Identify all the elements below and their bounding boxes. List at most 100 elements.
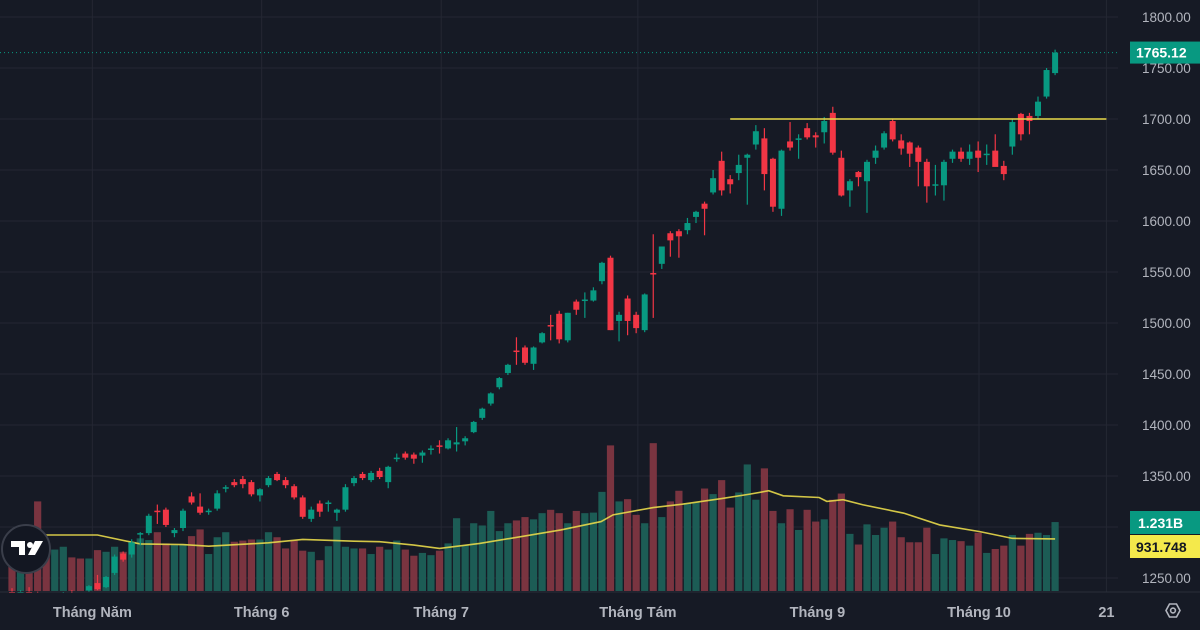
candle xyxy=(846,179,853,207)
volume-bar xyxy=(153,532,161,591)
candle xyxy=(958,147,965,162)
candle xyxy=(710,170,717,195)
candle-body xyxy=(239,479,246,485)
candle-body xyxy=(522,347,528,363)
volume-bar xyxy=(1017,545,1025,591)
candle xyxy=(325,500,332,512)
candle xyxy=(864,159,870,213)
candle-body xyxy=(274,473,281,481)
candle xyxy=(616,311,623,342)
time-axis[interactable] xyxy=(0,593,1118,630)
candle-body xyxy=(650,273,657,275)
candle-body xyxy=(504,364,511,373)
volume-bar xyxy=(273,537,281,591)
candle-body xyxy=(1009,122,1016,147)
candle-body xyxy=(496,378,503,388)
volume-bar xyxy=(179,543,187,591)
volume-ma-line xyxy=(12,489,1056,550)
volume-bar xyxy=(803,509,811,591)
volume-bar xyxy=(760,468,768,591)
volume-bar xyxy=(547,509,555,591)
candle-body xyxy=(829,112,836,153)
candle-body xyxy=(1043,70,1050,97)
candle-body xyxy=(265,478,272,486)
candle-body xyxy=(513,350,520,353)
volume-bar xyxy=(897,537,905,591)
candle xyxy=(778,149,785,216)
volume-bar xyxy=(820,519,828,591)
volume-bar xyxy=(230,541,238,591)
volume-bar xyxy=(76,558,84,591)
volume-bar xyxy=(940,538,948,591)
candle xyxy=(376,467,383,480)
candle-body xyxy=(214,493,221,509)
volume-bar xyxy=(119,551,127,591)
volume-bar xyxy=(51,549,59,591)
volume-bar xyxy=(718,480,726,591)
candle xyxy=(1009,119,1016,155)
candle-body xyxy=(180,510,186,529)
candle-body xyxy=(547,325,554,327)
candle-body xyxy=(718,160,725,191)
candle xyxy=(752,125,759,150)
time-tick-label: Tháng Năm xyxy=(53,605,132,621)
volume-bar xyxy=(435,550,444,591)
price-tick-label: 1250.00 xyxy=(1142,571,1191,586)
candle xyxy=(197,493,204,515)
candle-body xyxy=(282,480,289,486)
volume-bar xyxy=(752,499,760,591)
candle-body xyxy=(607,257,614,331)
candle xyxy=(368,470,375,483)
candle xyxy=(915,145,922,187)
candle xyxy=(573,299,580,315)
chart-settings-button[interactable] xyxy=(1158,596,1188,626)
candle xyxy=(898,134,905,155)
candle-body xyxy=(846,181,853,191)
candle-body xyxy=(752,131,759,145)
candle xyxy=(838,150,845,197)
candle-body xyxy=(427,448,434,450)
volume-bar xyxy=(889,521,897,591)
candle-body xyxy=(188,496,195,503)
volume-bar xyxy=(247,539,255,591)
volume-bar xyxy=(641,523,649,591)
candle xyxy=(881,131,888,150)
candle xyxy=(145,513,152,536)
volume-bar xyxy=(1051,522,1059,591)
candle xyxy=(231,479,238,488)
volume-bar xyxy=(68,557,76,591)
volume-bar xyxy=(829,499,837,591)
candle-body xyxy=(693,211,699,217)
candle-body xyxy=(966,151,973,159)
tradingview-logo[interactable] xyxy=(1,524,51,574)
candle xyxy=(436,440,443,454)
candle xyxy=(906,141,913,167)
price-axis[interactable] xyxy=(1118,0,1200,592)
candle xyxy=(496,377,503,390)
candle xyxy=(180,508,186,532)
candle xyxy=(804,123,811,140)
candle xyxy=(427,445,434,455)
volume-bar xyxy=(632,514,640,591)
candle-body xyxy=(94,583,101,590)
candle-body xyxy=(821,121,828,133)
volume-bar xyxy=(957,541,965,591)
volume-bar xyxy=(615,501,623,591)
candle-body xyxy=(701,203,708,209)
volume-bar xyxy=(564,523,572,591)
candle-body xyxy=(410,454,417,459)
volume-bar xyxy=(726,507,734,591)
candle-body xyxy=(359,473,366,479)
candle-body xyxy=(120,553,127,560)
price-tick-label: 1600.00 xyxy=(1142,214,1191,229)
candle xyxy=(564,312,571,343)
volume-bar xyxy=(367,554,375,591)
candle xyxy=(624,295,631,336)
candle xyxy=(744,153,751,205)
candle-body xyxy=(530,347,537,364)
candle xyxy=(641,293,648,333)
volume-bar xyxy=(786,509,794,591)
candle-body xyxy=(881,133,888,148)
candle xyxy=(85,585,92,593)
